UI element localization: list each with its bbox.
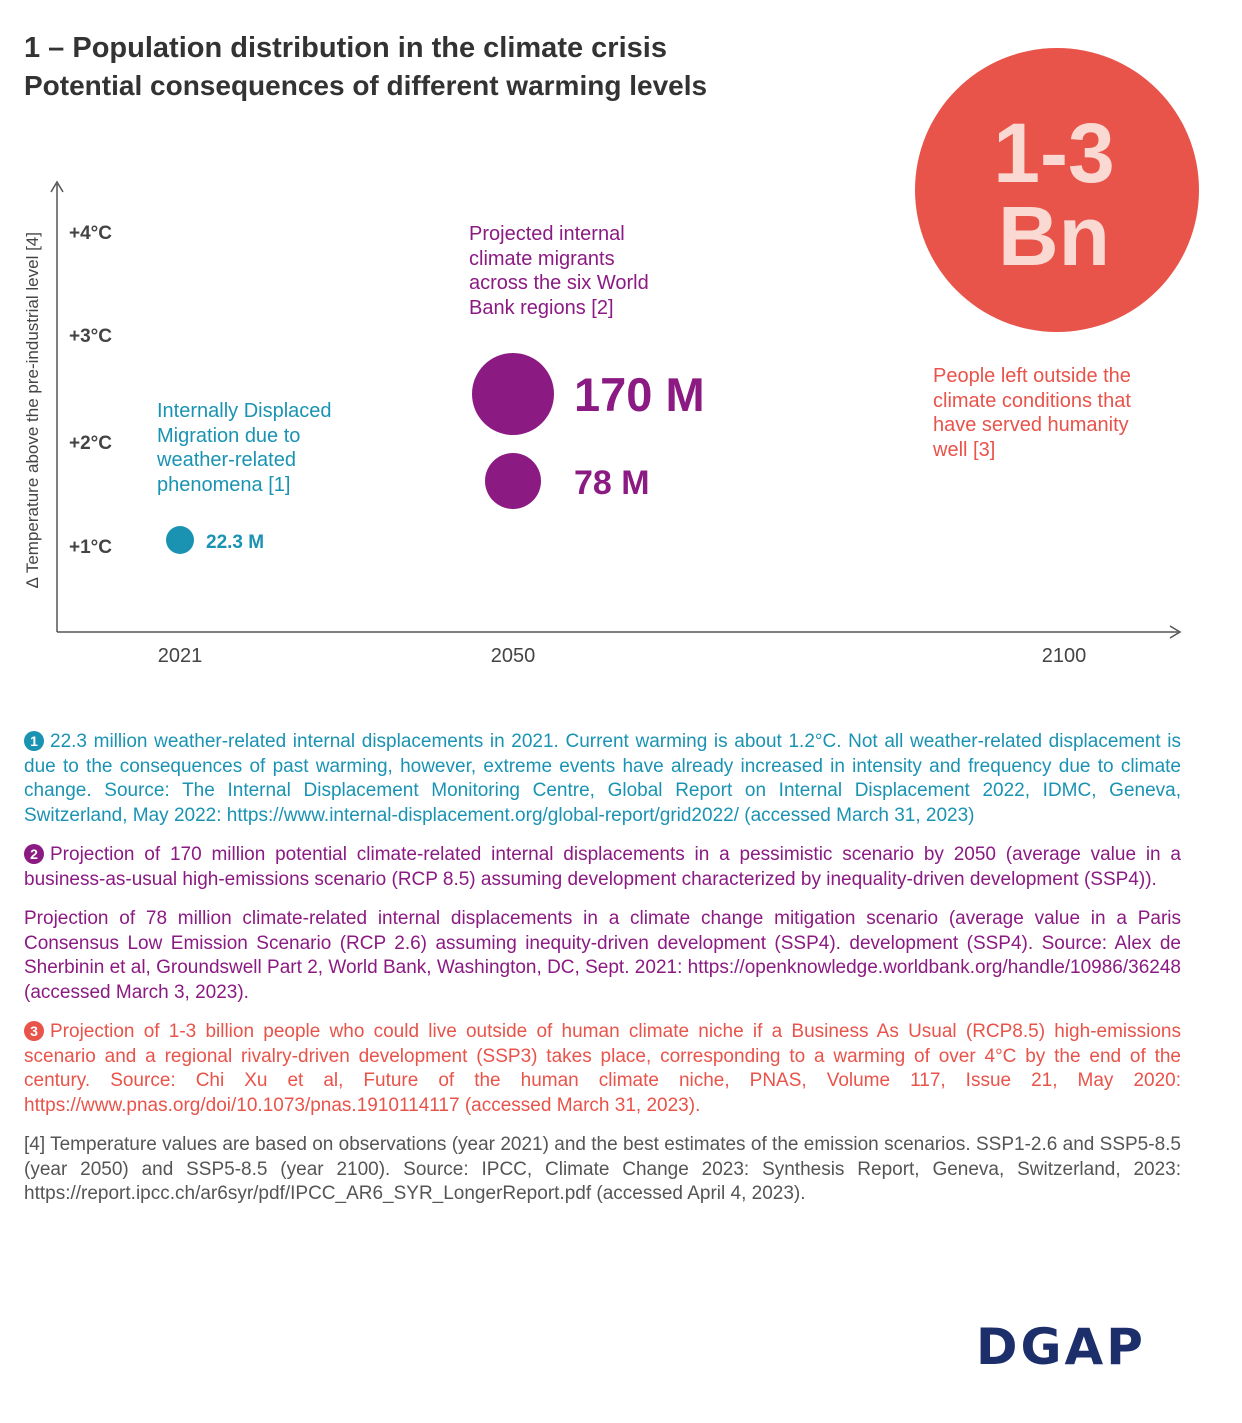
bubble-chart: ∆ Temperature above the pre-industrial l… [23,48,1199,667]
footnote-1-text: 22.3 million weather-related internal di… [24,731,1181,826]
series-label-line: have served humanity [933,414,1129,436]
footnote-3-text: Projection of 1-3 billion people who cou… [24,1021,1181,1116]
x-axis-arrow [1169,625,1182,639]
footnote-badge-2: 2 [24,844,44,864]
data-label-1-3bn: 1-3 [993,106,1114,200]
footnotes: 1 22.3 million weather-related internal d… [24,730,1181,1222]
series-label-world-bank: Projected internal climate migrants acro… [469,223,649,319]
bubble-1-3bn [915,48,1199,332]
data-label-78m: 78 M [574,464,650,502]
y-tick-label: +4°C [69,223,112,244]
series-label-line: Projected internal [469,223,625,245]
series-label-line: Bank regions [2] [469,297,614,319]
bubble-78m [485,453,541,509]
series-label-line: People left outside the [933,365,1131,387]
footnote-2-text: Projection of 170 million potential clim… [24,844,1181,890]
chart-subtitle: Potential consequences of different warm… [24,70,708,101]
footnote-badge-3: 3 [24,1021,44,1041]
y-axis-arrow [50,180,64,193]
y-axis-label: ∆ Temperature above the pre-industrial l… [23,232,42,588]
x-tick-label: 2021 [158,645,203,667]
data-label-22-3m: 22.3 M [206,532,264,553]
series-label-line: climate conditions that [933,390,1131,412]
y-tick-label: +1°C [69,537,112,558]
series-label-line: well [3] [932,439,995,461]
footnote-2: 2 Projection of 170 million potential cli… [24,843,1181,892]
y-tick-label: +3°C [69,326,112,347]
footnote-3: 3 Projection of 1-3 billion people who co… [24,1020,1181,1118]
footnote-2b: Projection of 78 million climate-related… [24,908,1181,1003]
data-label-bn: Bn [998,189,1110,283]
footnote-1: 1 22.3 million weather-related internal d… [24,730,1181,828]
series-label-line: Internally Displaced [157,400,332,422]
data-label-170m: 170 M [574,368,705,421]
dgap-logo: DGAP [976,1318,1146,1376]
series-label-line: weather-related [156,449,296,471]
series-label-line: phenomena [1] [157,474,290,496]
footnote-4: [4] Temperature values are based on obse… [24,1134,1181,1204]
series-label-line: climate migrants [469,248,615,270]
x-tick-label: 2050 [491,645,536,667]
series-label-line: across the six World [469,272,649,294]
series-label-climate-niche: People left outside the climate conditio… [932,365,1131,461]
x-tick-label: 2100 [1042,645,1087,667]
bubble-170m [472,353,554,435]
series-label-idmc: Internally Displaced Migration due to we… [156,400,332,496]
series-label-line: Migration due to [157,425,300,447]
y-tick-label: +2°C [69,433,112,454]
chart-title: 1 – Population distribution in the clima… [24,32,667,64]
bubble-22-3m [166,526,194,554]
footnote-badge-1: 1 [24,731,44,751]
